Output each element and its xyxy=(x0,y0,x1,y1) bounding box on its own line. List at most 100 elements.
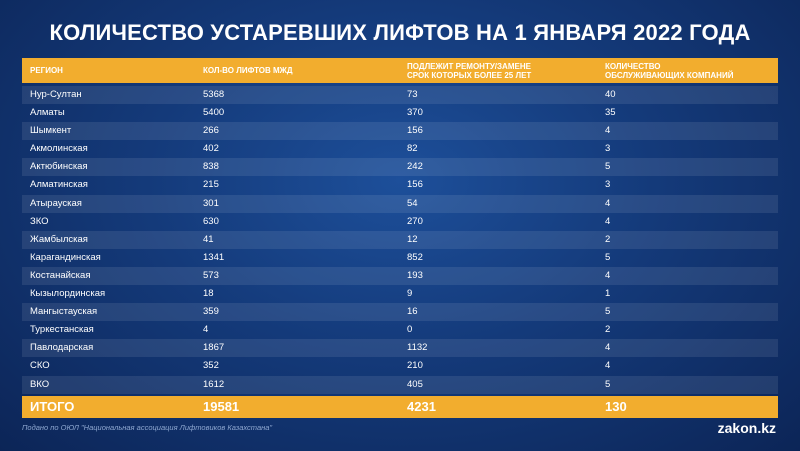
cell-repair: 1132 xyxy=(407,342,428,354)
cell-lifts: 1612 xyxy=(203,378,225,390)
cell-repair: 9 xyxy=(407,288,413,300)
cell-companies: 4 xyxy=(605,269,611,281)
cell-lifts: 266 xyxy=(203,125,219,137)
cell-region: Акмолинская xyxy=(30,143,88,155)
table-row: СКО 352 210 4 xyxy=(22,357,778,375)
cell-lifts: 1341 xyxy=(203,251,225,263)
cell-region: Павлодарская xyxy=(30,342,94,354)
cell-repair: 852 xyxy=(407,251,423,263)
cell-lifts: 359 xyxy=(203,306,219,318)
cell-companies: 40 xyxy=(605,89,616,100)
cell-lifts: 352 xyxy=(203,360,219,372)
header-repair-line1: ПОДЛЕЖИТ РЕМОНТУ/ЗАМЕНЕ xyxy=(407,61,531,71)
header-lifts: КОЛ-ВО ЛИФТОВ МЖД xyxy=(203,66,293,75)
table-body: Нур-Султан 5368 73 40 Алматы 5400 370 35 Шымке… xyxy=(22,86,778,394)
header-companies-line1: КОЛИЧЕСТВО xyxy=(605,61,661,71)
cell-region: Кызылординская xyxy=(30,288,106,300)
cell-region: Мангыстауская xyxy=(30,306,98,318)
cell-lifts: 5400 xyxy=(203,107,225,119)
table-row: Алматы 5400 370 35 xyxy=(22,104,778,122)
cell-lifts: 18 xyxy=(203,288,214,300)
cell-companies: 4 xyxy=(605,125,611,137)
cell-repair: 193 xyxy=(407,269,423,281)
table-row: Кызылординская 18 9 1 xyxy=(22,285,778,303)
cell-repair: 73 xyxy=(407,89,418,100)
total-companies: 130 xyxy=(605,399,627,414)
header-companies: КОЛИЧЕСТВО ОБСЛУЖИВАЮЩИХ КОМПАНИЙ xyxy=(605,58,733,83)
table-row: Атырауская 301 54 4 xyxy=(22,194,778,213)
table-row: Карагандинская 1341 852 5 xyxy=(22,249,778,267)
table-row: Туркестанская 4 0 2 xyxy=(22,321,778,339)
total-lifts: 19581 xyxy=(203,399,240,414)
cell-lifts: 838 xyxy=(203,161,219,173)
cell-region: Алматинская xyxy=(30,179,88,191)
cell-companies: 2 xyxy=(605,324,611,336)
cell-region: ВКО xyxy=(30,378,50,390)
cell-repair: 270 xyxy=(407,215,423,227)
cell-companies: 4 xyxy=(605,342,611,354)
cell-region: Карагандинская xyxy=(30,251,101,263)
cell-region: Жамбылская xyxy=(30,233,88,245)
total-label: ИТОГО xyxy=(30,399,75,414)
cell-companies: 5 xyxy=(605,161,611,173)
cell-companies: 2 xyxy=(605,233,611,245)
cell-region: Актюбинская xyxy=(30,161,88,173)
cell-lifts: 4 xyxy=(203,324,209,336)
header-region: РЕГИОН xyxy=(30,66,63,75)
cell-companies: 5 xyxy=(605,378,611,390)
table-row: ЗКО 630 270 4 xyxy=(22,213,778,231)
table-row: Мангыстауская 359 16 5 xyxy=(22,303,778,322)
cell-companies: 4 xyxy=(605,215,611,227)
header-repair: ПОДЛЕЖИТ РЕМОНТУ/ЗАМЕНЕ СРОК КОТОРЫХ БОЛ… xyxy=(407,58,531,83)
table-header: РЕГИОН КОЛ-ВО ЛИФТОВ МЖД ПОДЛЕЖИТ РЕМОНТ… xyxy=(22,58,778,83)
cell-repair: 0 xyxy=(407,324,413,336)
cell-repair: 16 xyxy=(407,306,418,318)
cell-lifts: 630 xyxy=(203,215,219,227)
cell-repair: 54 xyxy=(407,197,418,209)
table-row: Алматинская 215 156 3 xyxy=(22,176,778,194)
cell-lifts: 573 xyxy=(203,269,219,281)
cell-companies: 4 xyxy=(605,197,611,209)
cell-region: СКО xyxy=(30,360,50,372)
cell-companies: 1 xyxy=(605,288,611,300)
page-title: КОЛИЧЕСТВО УСТАРЕВШИХ ЛИФТОВ НА 1 ЯНВАРЯ… xyxy=(49,20,751,45)
header-repair-line2: СРОК КОТОРЫХ БОЛЕЕ 25 ЛЕТ xyxy=(407,70,532,80)
cell-lifts: 1867 xyxy=(203,342,225,354)
table-row: Костанайская 573 193 4 xyxy=(22,266,778,286)
cell-companies: 5 xyxy=(605,306,611,318)
brand-logo: zakon.kz xyxy=(717,420,776,436)
cell-companies: 3 xyxy=(605,143,611,155)
cell-repair: 405 xyxy=(407,378,423,390)
cell-lifts: 215 xyxy=(203,179,219,191)
cell-repair: 156 xyxy=(407,179,423,191)
cell-lifts: 402 xyxy=(203,143,219,155)
cell-region: ЗКО xyxy=(30,215,49,227)
table-row: Нур-Султан 5368 73 40 xyxy=(22,86,778,105)
table-row: Жамбылская 41 12 2 xyxy=(22,230,778,249)
table-row: Шымкент 266 156 4 xyxy=(22,122,778,141)
cell-companies: 3 xyxy=(605,179,611,191)
table-row: Акмолинская 402 82 3 xyxy=(22,140,778,158)
table-row: ВКО 1612 405 5 xyxy=(22,375,778,394)
cell-lifts: 301 xyxy=(203,197,219,209)
header-companies-line2: ОБСЛУЖИВАЮЩИХ КОМПАНИЙ xyxy=(605,70,734,80)
cell-repair: 210 xyxy=(407,360,423,372)
cell-companies: 4 xyxy=(605,360,611,372)
cell-companies: 35 xyxy=(605,107,616,119)
source-note: Подано по ОЮЛ "Национальная ассоциация Л… xyxy=(22,423,273,432)
cell-repair: 242 xyxy=(407,161,423,173)
cell-repair: 82 xyxy=(407,143,418,155)
cell-region: Нур-Султан xyxy=(30,89,82,100)
cell-repair: 156 xyxy=(407,125,423,137)
cell-companies: 5 xyxy=(605,251,611,263)
cell-region: Шымкент xyxy=(30,125,72,137)
table-row: Актюбинская 838 242 5 xyxy=(22,158,778,177)
cell-lifts: 41 xyxy=(203,233,214,245)
cell-repair: 370 xyxy=(407,107,423,119)
cell-region: Костанайская xyxy=(30,269,91,281)
cell-region: Туркестанская xyxy=(30,324,94,336)
cell-region: Атырауская xyxy=(30,197,82,209)
table-row: Павлодарская 1867 1132 4 xyxy=(22,339,778,358)
table-total-row: ИТОГО 19581 4231 130 xyxy=(22,396,778,418)
cell-lifts: 5368 xyxy=(203,89,225,100)
